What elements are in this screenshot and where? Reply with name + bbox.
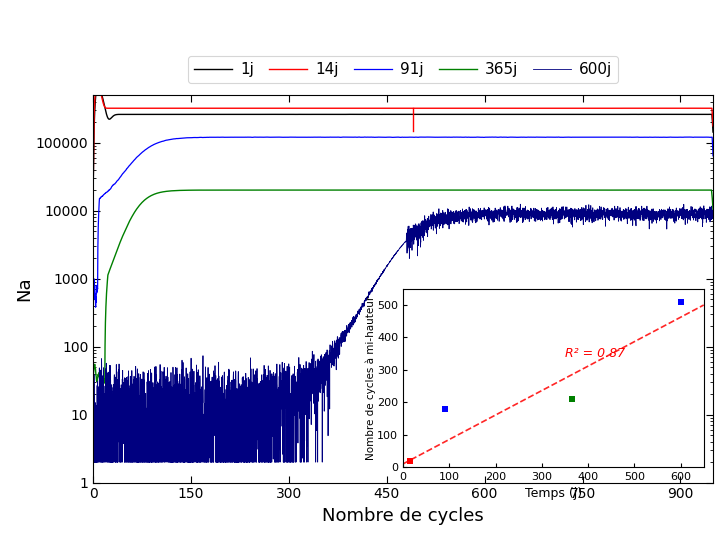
365j [492,187,501,193]
14j [551,105,560,111]
600j [89,379,98,385]
1j [551,111,560,118]
1j [202,111,210,118]
91j [91,304,100,310]
365j [551,187,560,193]
365j [708,206,717,213]
600j [90,459,98,465]
600j [598,210,607,217]
Line: 600j: 600j [93,204,713,462]
Y-axis label: Na: Na [15,276,33,301]
365j [461,187,470,193]
91j [393,134,402,140]
14j [326,105,335,111]
600j [202,459,210,465]
Line: 365j: 365j [93,190,713,383]
X-axis label: Nombre de cycles: Nombre de cycles [323,507,484,525]
14j [708,123,717,129]
365j [569,187,578,193]
91j [89,290,98,296]
Line: 14j: 14j [93,95,713,179]
91j [326,134,335,140]
1j [326,111,335,118]
91j [492,134,501,140]
91j [552,134,561,140]
14j [461,105,470,111]
1j [89,181,98,187]
365j [100,380,109,386]
600j [492,215,501,222]
91j [708,152,717,159]
Line: 1j: 1j [93,95,713,184]
1j [492,111,501,118]
91j [461,134,470,140]
600j [326,351,335,357]
365j [202,187,210,193]
Line: 91j: 91j [93,137,713,307]
600j [552,211,561,217]
365j [598,187,607,193]
91j [202,134,210,141]
14j [91,92,100,98]
600j [461,214,470,220]
14j [202,105,210,111]
14j [598,105,607,111]
600j [708,207,717,214]
365j [326,187,335,193]
1j [598,111,607,118]
Legend: 1j, 14j, 91j, 365j, 600j: 1j, 14j, 91j, 365j, 600j [188,56,618,83]
14j [492,105,501,111]
1j [92,92,100,98]
14j [89,176,98,183]
1j [461,111,470,118]
91j [598,134,607,140]
600j [516,201,525,207]
365j [89,372,98,379]
1j [708,129,717,136]
